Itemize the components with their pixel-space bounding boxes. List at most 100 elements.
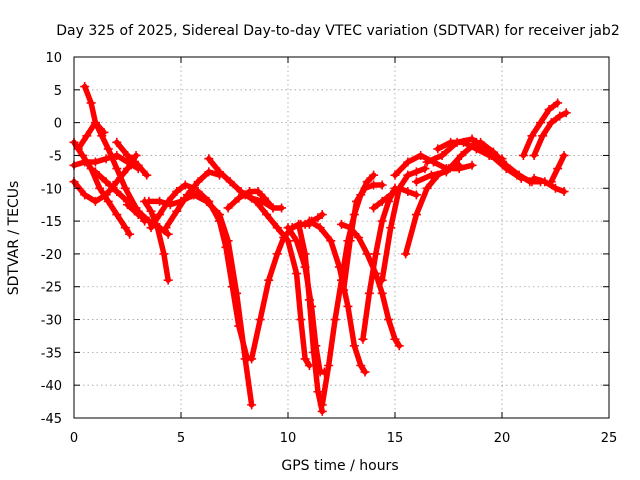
x-tick-label: 10 (280, 431, 297, 446)
data-point (123, 200, 132, 210)
data-point (546, 177, 556, 187)
data-point (123, 150, 132, 160)
data-point (262, 210, 272, 220)
data-point (279, 233, 289, 242)
data-point (225, 177, 235, 187)
data-point (125, 229, 135, 239)
series-line (531, 175, 567, 195)
data-point (277, 203, 287, 213)
data-point (403, 170, 413, 180)
y-tick-label: 5 (54, 84, 62, 99)
data-point (172, 206, 182, 216)
data-point (416, 150, 426, 160)
data-point (467, 134, 477, 144)
data-point (172, 187, 182, 197)
data-point (287, 223, 297, 233)
series-arc-36 (529, 108, 571, 160)
y-tick-label: -15 (41, 215, 62, 230)
series-arc-7 (112, 137, 152, 180)
data-point (90, 167, 100, 177)
data-point (343, 301, 353, 311)
data-point (272, 223, 282, 233)
data-point (369, 203, 379, 213)
data-point (529, 150, 539, 160)
series-line (178, 192, 255, 408)
data-point (476, 137, 486, 147)
data-point (354, 233, 364, 242)
data-point (324, 360, 334, 370)
data-point (411, 167, 421, 177)
data-point (527, 131, 537, 141)
data-point (251, 196, 261, 206)
data-point (384, 315, 394, 325)
data-point (193, 177, 203, 187)
axis-ticks (73, 56, 610, 419)
data-point (234, 193, 244, 203)
x-axis-label: GPS time / hours (281, 458, 398, 474)
data-point (377, 180, 387, 190)
data-point (112, 137, 122, 147)
series-line (141, 198, 171, 283)
data-point (101, 177, 111, 187)
data-point (394, 183, 404, 193)
series-arc-37 (529, 173, 569, 197)
data-point (300, 354, 310, 364)
data-point (553, 98, 563, 108)
series-line (206, 155, 285, 211)
data-point (356, 360, 366, 370)
data-point (253, 187, 263, 197)
data-point (422, 183, 432, 193)
data-point (247, 354, 257, 364)
data-point (394, 341, 404, 351)
data-point (390, 334, 400, 344)
x-tick-label: 5 (177, 431, 185, 446)
series-arc-5 (73, 118, 109, 154)
data-point (411, 190, 421, 200)
data-point (90, 118, 100, 128)
data-point (204, 167, 214, 177)
series-arc-13 (176, 190, 257, 410)
x-tick-label: 0 (70, 431, 78, 446)
chart-title: Day 325 of 2025, Sidereal Day-to-day VTE… (56, 23, 619, 39)
data-point (142, 170, 152, 180)
series-line (114, 139, 150, 178)
data-point (411, 177, 421, 187)
data-point (360, 183, 370, 193)
data-point (349, 341, 359, 351)
data-point (146, 206, 156, 216)
data-point (551, 183, 560, 193)
data-point (514, 170, 524, 180)
data-point (155, 196, 165, 206)
data-point (401, 249, 411, 259)
data-point (544, 105, 554, 115)
data-point (99, 127, 109, 137)
data-point (90, 157, 100, 167)
series-arc-25 (339, 180, 387, 295)
data-point (369, 170, 379, 180)
data-point (120, 223, 130, 233)
data-point (386, 190, 396, 200)
data-point (467, 160, 477, 170)
data-point (351, 196, 361, 206)
data-point (326, 236, 336, 246)
data-point (330, 315, 340, 325)
data-point (221, 242, 231, 252)
data-point (317, 210, 327, 220)
data-point (193, 187, 203, 197)
series-line (75, 119, 107, 152)
x-tick-label: 25 (601, 431, 618, 446)
data-point (518, 150, 528, 160)
y-tick-label: -30 (41, 314, 62, 329)
data-point (112, 210, 122, 220)
data-point (204, 154, 214, 164)
data-point (163, 196, 173, 206)
data-point (264, 275, 274, 285)
data-point (120, 183, 130, 193)
data-point (313, 387, 323, 397)
series-line (402, 162, 462, 257)
y-axis-label: SDTVAR / TECUs (6, 181, 22, 296)
data-point (80, 82, 90, 92)
data-point (536, 118, 546, 128)
series-line (531, 110, 569, 159)
